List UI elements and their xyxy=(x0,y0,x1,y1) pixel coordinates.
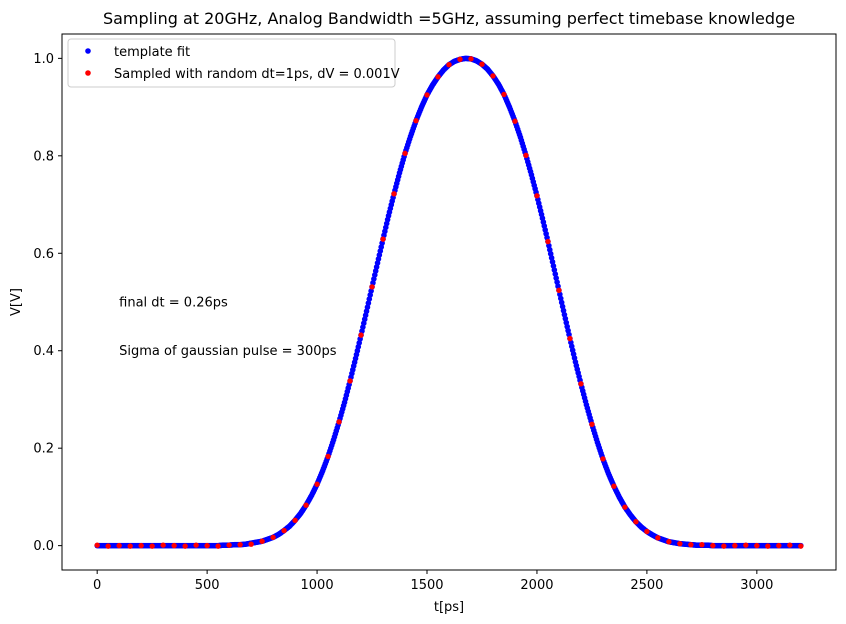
sampled-point xyxy=(391,191,397,197)
sampled-point xyxy=(589,421,595,428)
sampled-point xyxy=(347,378,353,384)
sampled-point xyxy=(248,541,254,547)
y-tick-label: 0.8 xyxy=(33,149,54,164)
y-tick-label: 1.0 xyxy=(33,52,54,67)
legend-box xyxy=(67,38,396,88)
sampled-point xyxy=(435,74,441,80)
y-tick-label: 0.0 xyxy=(33,539,54,554)
sampled-point xyxy=(292,517,298,523)
x-tick-label: 500 xyxy=(195,578,220,593)
sampled-point xyxy=(743,542,749,548)
legend-label-sampled: Sampled with random dt=1ps, dV = 0.001V xyxy=(114,67,400,82)
sampled-point xyxy=(226,542,232,548)
plot-area: final dt = 0.26ps Sigma of gaussian pulse… xyxy=(61,33,837,571)
sampled-point xyxy=(116,542,122,549)
series-1 xyxy=(94,56,804,549)
sampled-point xyxy=(600,456,606,462)
x-axis-label: t[ps] xyxy=(434,600,464,615)
sampled-point xyxy=(787,542,793,548)
legend-label-template-fit: template fit xyxy=(114,45,190,60)
sampled-point xyxy=(699,541,705,548)
x-tick-label: 1500 xyxy=(410,578,443,593)
sampled-point xyxy=(237,541,243,548)
sampled-point xyxy=(94,542,100,548)
sampled-point xyxy=(567,335,573,342)
x-tick-label: 1000 xyxy=(301,578,334,593)
sampled-point xyxy=(281,527,287,534)
sampled-point xyxy=(358,332,364,338)
sampled-point xyxy=(501,91,507,98)
sampled-point xyxy=(149,543,155,549)
sampled-point xyxy=(490,73,496,79)
sampled-point xyxy=(666,539,672,545)
sampled-point xyxy=(633,519,639,525)
sampled-point xyxy=(160,542,166,548)
sampled-point xyxy=(512,118,518,124)
sampled-point xyxy=(798,543,804,549)
x-tick-label: 3000 xyxy=(740,578,773,593)
legend-marker-sampled xyxy=(85,70,91,76)
sampled-point xyxy=(369,284,375,290)
sampled-point xyxy=(424,92,430,98)
sampled-point xyxy=(710,542,716,549)
sampled-point xyxy=(523,152,529,159)
series-layer xyxy=(94,55,804,549)
sampled-point xyxy=(171,542,177,549)
sampled-point xyxy=(138,542,144,549)
sampled-point xyxy=(193,542,199,548)
sampled-point xyxy=(413,118,419,124)
y-tick-label: 0.6 xyxy=(33,247,54,262)
legend-marker-template-fit xyxy=(85,48,91,54)
sampled-point xyxy=(622,504,628,510)
sampled-point xyxy=(457,56,463,63)
sampled-point xyxy=(688,541,694,548)
legend: template fit Sampled with random dt=1ps,… xyxy=(67,38,400,88)
sampled-point xyxy=(776,542,782,549)
sampled-point xyxy=(380,236,386,242)
sampled-point xyxy=(325,453,331,460)
sampled-point xyxy=(336,419,342,425)
sampled-point xyxy=(270,534,276,541)
sampled-point xyxy=(479,61,485,67)
sampled-point xyxy=(578,381,584,387)
sampled-point xyxy=(611,483,617,489)
x-tick-label: 2500 xyxy=(630,578,663,593)
x-tick-label: 0 xyxy=(93,578,101,593)
sampled-point xyxy=(259,538,265,544)
sampled-point xyxy=(314,481,320,487)
annotation-1: Sigma of gaussian pulse = 300ps xyxy=(119,344,337,359)
annotation-layer: final dt = 0.26ps Sigma of gaussian pulse… xyxy=(119,296,337,360)
y-tick-label: 0.2 xyxy=(33,442,54,457)
sampled-point xyxy=(204,542,210,549)
chart-title: Sampling at 20GHz, Analog Bandwidth =5GH… xyxy=(103,9,795,28)
annotation-0: final dt = 0.26ps xyxy=(119,296,228,311)
sampled-point xyxy=(655,535,661,541)
sampled-point xyxy=(446,61,452,68)
y-tick-label: 0.4 xyxy=(33,344,54,359)
sampled-point xyxy=(644,528,650,535)
sampled-point xyxy=(754,542,760,549)
sampled-point xyxy=(303,502,309,508)
y-axis-ticks: 0.0 0.2 0.4 0.6 0.8 1.0 xyxy=(33,52,62,554)
sampled-point xyxy=(182,543,188,549)
x-tick-label: 2000 xyxy=(520,578,553,593)
sampled-point xyxy=(215,543,221,549)
sampled-point xyxy=(402,150,408,157)
sampled-point xyxy=(534,193,540,199)
sampled-point xyxy=(765,543,771,549)
sampled-point xyxy=(105,543,111,549)
x-axis-ticks: 0 500 1000 1500 2000 2500 3000 xyxy=(93,570,773,593)
sampled-point xyxy=(127,543,133,549)
sampled-point xyxy=(468,56,474,62)
axes-frame xyxy=(61,33,837,571)
sampled-point xyxy=(732,542,738,549)
sampled-point xyxy=(556,287,562,294)
sampled-point xyxy=(721,543,727,549)
y-axis-label: V[V] xyxy=(9,288,24,316)
sampled-point xyxy=(677,540,683,547)
sampled-point xyxy=(545,238,551,245)
